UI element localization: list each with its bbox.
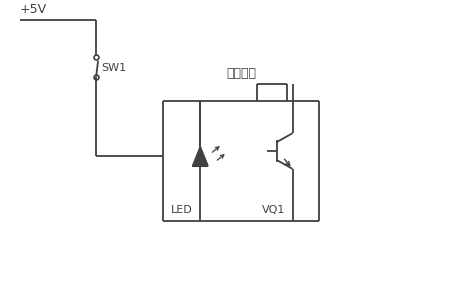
Text: SW1: SW1 xyxy=(101,63,126,73)
Text: LED: LED xyxy=(171,204,192,214)
Text: VQ1: VQ1 xyxy=(262,204,285,214)
Text: +5V: +5V xyxy=(20,3,47,16)
Text: 光耦合器: 光耦合器 xyxy=(226,67,256,80)
Polygon shape xyxy=(192,146,208,166)
